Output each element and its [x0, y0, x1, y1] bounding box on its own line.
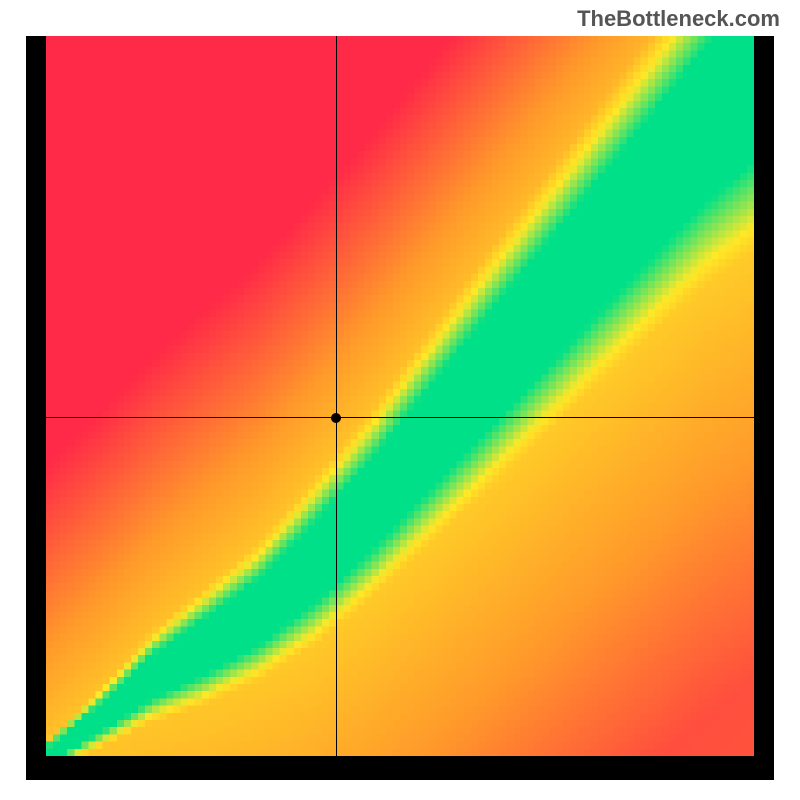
crosshair-horizontal [46, 417, 754, 418]
watermark-text: TheBottleneck.com [577, 6, 780, 32]
chart-frame [26, 36, 774, 780]
crosshair-dot [331, 413, 341, 423]
crosshair-vertical [336, 36, 337, 756]
bottleneck-heatmap [46, 36, 754, 756]
chart-container: TheBottleneck.com [0, 0, 800, 800]
